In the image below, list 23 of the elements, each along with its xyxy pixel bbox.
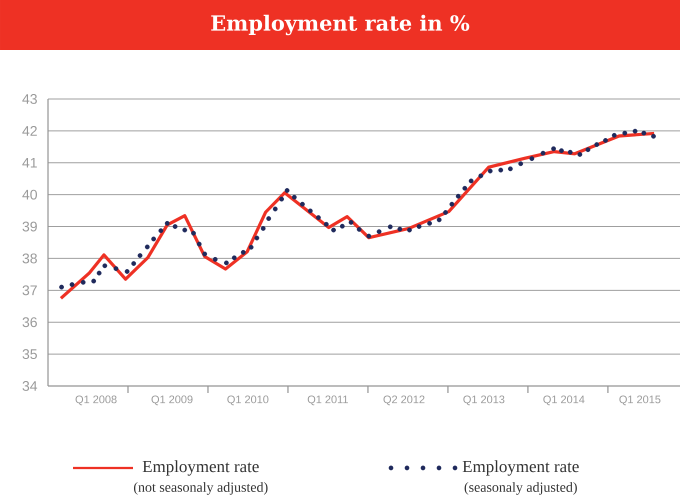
y-tick-label: 42 xyxy=(22,126,37,136)
y-tick-label: 40 xyxy=(22,190,37,200)
y-tick-label: 35 xyxy=(22,349,37,360)
x-tick-label: Q1 2014 xyxy=(543,396,585,406)
y-tick-label: 38 xyxy=(22,253,37,264)
y-tick-label: 37 xyxy=(22,285,37,296)
y-tick-label: 36 xyxy=(22,317,37,328)
x-tick-label: Q1 2009 xyxy=(152,396,193,406)
x-tick-label: Q2 2012 xyxy=(384,396,424,406)
legend-label: Employment rate xyxy=(462,460,579,476)
chart-title: Employment rate in % xyxy=(211,14,470,36)
x-tick-label: Q1 2011 xyxy=(308,396,348,406)
legend-label: Employment rate xyxy=(142,460,259,476)
text: (seasonaly adjusted) xyxy=(464,482,577,495)
text: (not seasonaly adjusted) xyxy=(134,482,268,495)
y-tick-label: 39 xyxy=(22,222,37,232)
x-tick-label: Q1 2010 xyxy=(227,396,268,406)
x-tick-label: Q1 2015 xyxy=(619,396,660,406)
x-tick-label: Q1 2013 xyxy=(463,396,504,406)
y-tick-label: 41 xyxy=(22,158,37,168)
x-tick-label: Q1 2008 xyxy=(76,396,117,406)
y-tick-label: 43 xyxy=(22,94,37,104)
y-tick-label: 34 xyxy=(22,381,38,391)
